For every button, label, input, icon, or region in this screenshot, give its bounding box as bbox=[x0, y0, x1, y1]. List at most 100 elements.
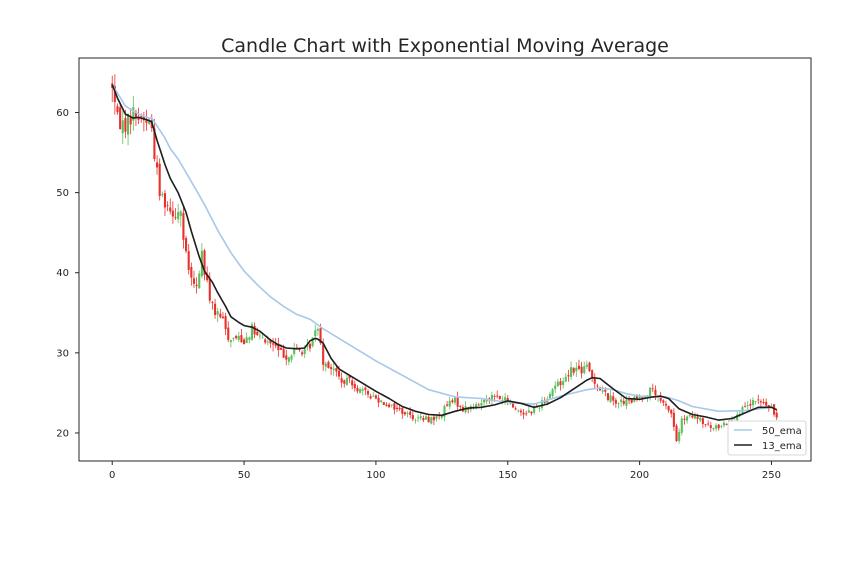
candle bbox=[243, 337, 246, 345]
candle-body bbox=[227, 327, 230, 340]
candle-body bbox=[221, 316, 225, 319]
candle-body bbox=[696, 416, 699, 419]
candle-body bbox=[678, 431, 681, 441]
candle bbox=[330, 363, 333, 376]
candle bbox=[717, 424, 720, 431]
candle bbox=[366, 389, 370, 398]
candle bbox=[775, 408, 778, 421]
candle bbox=[757, 394, 760, 404]
candle bbox=[111, 75, 114, 103]
candle bbox=[683, 415, 686, 425]
candle-body bbox=[422, 418, 425, 421]
candle-body bbox=[324, 363, 327, 367]
candle bbox=[559, 378, 562, 391]
candle bbox=[353, 380, 356, 392]
candle-body bbox=[522, 412, 525, 415]
candle bbox=[575, 362, 578, 377]
candle-body bbox=[453, 397, 457, 403]
candle-body bbox=[124, 117, 127, 132]
candle-body bbox=[511, 401, 515, 408]
candle-body bbox=[314, 330, 317, 337]
candle bbox=[169, 198, 172, 215]
candle bbox=[177, 203, 180, 224]
candle-body bbox=[343, 380, 346, 384]
candle-body bbox=[414, 419, 417, 421]
candle bbox=[372, 392, 375, 397]
candle-body bbox=[572, 367, 575, 373]
candle-body bbox=[643, 396, 646, 398]
candle-body bbox=[667, 405, 670, 411]
candle bbox=[221, 312, 225, 319]
candle-body bbox=[659, 395, 662, 401]
candle-body bbox=[361, 389, 364, 391]
candle bbox=[345, 374, 348, 386]
candle-body bbox=[266, 341, 269, 343]
candle-body bbox=[374, 395, 377, 399]
candle-body bbox=[155, 162, 159, 168]
candle-body bbox=[356, 387, 359, 392]
candle bbox=[628, 395, 631, 405]
y-tick-label: 40 bbox=[56, 268, 69, 279]
ema-lines bbox=[111, 83, 778, 421]
candle bbox=[187, 243, 190, 275]
candle bbox=[382, 402, 385, 406]
candle bbox=[406, 411, 409, 418]
candle bbox=[709, 421, 712, 432]
x-tick-label: 250 bbox=[762, 470, 781, 481]
candle bbox=[686, 415, 689, 424]
candle bbox=[182, 207, 185, 249]
candle bbox=[422, 415, 425, 423]
candle-body bbox=[675, 425, 678, 442]
candle-body bbox=[113, 86, 116, 102]
candle bbox=[482, 398, 486, 408]
candle bbox=[498, 395, 501, 400]
candle-body bbox=[145, 119, 148, 123]
candle-body bbox=[704, 424, 707, 426]
candle-body bbox=[424, 416, 428, 420]
candle bbox=[403, 411, 406, 416]
candle bbox=[680, 415, 683, 436]
candle-body bbox=[237, 335, 240, 340]
candle-body bbox=[680, 418, 683, 433]
candle-body bbox=[140, 116, 143, 117]
candle-body bbox=[319, 328, 322, 344]
candle-body bbox=[411, 415, 414, 420]
candle bbox=[385, 402, 388, 407]
candle-body bbox=[190, 267, 193, 278]
candle-body bbox=[709, 425, 712, 428]
candle bbox=[374, 394, 377, 400]
candle-body bbox=[482, 399, 486, 403]
candle bbox=[496, 390, 499, 399]
candle bbox=[593, 373, 596, 388]
candle-body bbox=[311, 337, 314, 347]
candle bbox=[116, 103, 119, 115]
candle-body bbox=[628, 399, 631, 401]
candle-body bbox=[229, 340, 232, 343]
candle bbox=[113, 74, 116, 115]
candle-body bbox=[171, 210, 174, 217]
candle bbox=[477, 402, 480, 406]
candle-body bbox=[366, 391, 370, 395]
candle bbox=[440, 415, 443, 420]
candle-body bbox=[630, 398, 633, 403]
candle-body bbox=[733, 418, 736, 420]
candle-body bbox=[264, 339, 267, 343]
candle-body bbox=[203, 250, 206, 276]
candle bbox=[195, 277, 198, 294]
candle-body bbox=[182, 212, 185, 240]
candle bbox=[185, 235, 188, 254]
candle bbox=[332, 362, 335, 377]
candle-body bbox=[751, 400, 755, 406]
candle-body bbox=[562, 381, 565, 385]
candle-body bbox=[546, 398, 549, 404]
candle-body bbox=[369, 396, 372, 399]
candle-body bbox=[345, 378, 348, 385]
candle-body bbox=[253, 325, 256, 335]
candle bbox=[720, 424, 723, 429]
candle-body bbox=[216, 311, 219, 315]
candle-body bbox=[712, 428, 715, 430]
candle bbox=[161, 191, 164, 198]
candle-body bbox=[622, 400, 625, 404]
candle-body bbox=[717, 424, 720, 429]
